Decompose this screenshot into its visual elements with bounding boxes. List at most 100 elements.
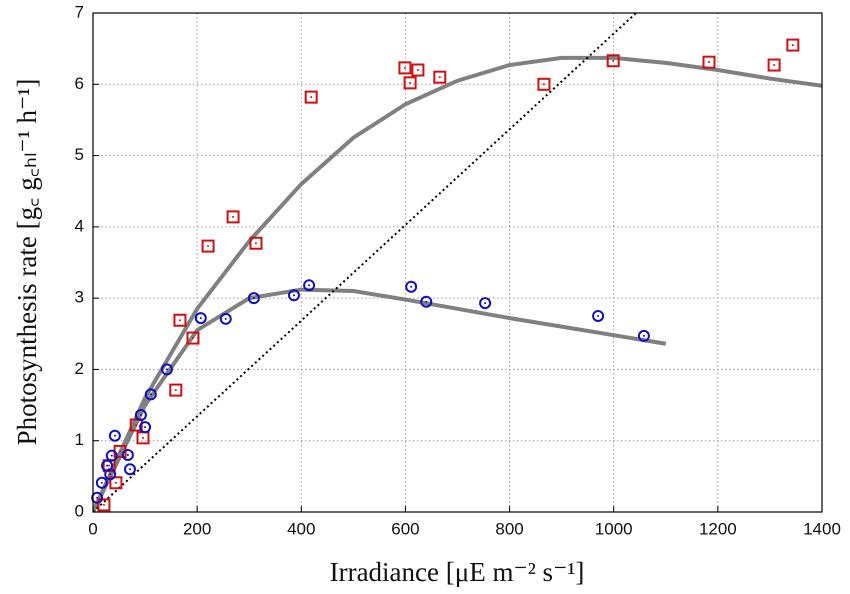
marker-dot bbox=[178, 319, 181, 322]
circle-marker bbox=[287, 289, 300, 302]
circle-marker bbox=[592, 309, 605, 322]
circle-marker bbox=[144, 388, 157, 401]
marker-dot bbox=[207, 245, 210, 248]
square-marker bbox=[702, 55, 716, 69]
y-tick-label: 0 bbox=[75, 501, 84, 520]
circle-marker bbox=[405, 280, 418, 293]
circle-marker bbox=[105, 449, 118, 462]
circle-marker bbox=[134, 409, 147, 422]
y-tick-label: 2 bbox=[75, 359, 84, 378]
marker-dot bbox=[642, 334, 645, 337]
square-marker bbox=[97, 498, 111, 512]
marker-dot bbox=[708, 61, 711, 64]
marker-dot bbox=[108, 464, 111, 467]
marker-dot bbox=[126, 453, 129, 456]
marker-dot bbox=[310, 96, 313, 99]
marker-dot bbox=[597, 314, 600, 317]
circle-marker bbox=[91, 491, 104, 504]
plot-frame bbox=[92, 12, 823, 513]
marker-dot bbox=[149, 393, 152, 396]
marker-dot bbox=[165, 368, 168, 371]
square-marker bbox=[786, 38, 800, 52]
fit-lines bbox=[93, 13, 822, 512]
square-marker bbox=[109, 476, 123, 490]
marker-dot bbox=[139, 414, 142, 417]
circle-marker bbox=[194, 312, 207, 325]
marker-dot bbox=[109, 473, 112, 476]
square-marker bbox=[767, 58, 781, 72]
marker-dot bbox=[96, 496, 99, 499]
fit-curve bbox=[93, 287, 667, 512]
marker-dot bbox=[174, 389, 177, 392]
square-marker bbox=[606, 54, 620, 68]
marker-dot bbox=[224, 317, 227, 320]
marker-dot bbox=[100, 481, 103, 484]
x-tick-label: 0 bbox=[88, 519, 97, 538]
marker-dot bbox=[102, 503, 105, 506]
circle-marker bbox=[95, 476, 108, 489]
x-tick-label: 1400 bbox=[803, 519, 841, 538]
square-marker bbox=[411, 63, 425, 77]
x-tick-label: 400 bbox=[287, 519, 315, 538]
circle-marker bbox=[219, 312, 232, 325]
y-tick-label: 4 bbox=[75, 216, 84, 235]
fit-curve bbox=[93, 55, 822, 512]
square-marker bbox=[129, 418, 143, 432]
x-axis-label: Irradiance [μE m⁻² s⁻¹] bbox=[330, 557, 585, 587]
y-axis-label: Photosynthesis rate [g꜀ g꜀ₕₗ⁻¹ h⁻¹] bbox=[12, 79, 42, 446]
circle-marker bbox=[121, 448, 134, 461]
marker-dot bbox=[114, 481, 117, 484]
marker-dot bbox=[773, 64, 776, 67]
marker-dot bbox=[232, 215, 235, 218]
marker-dot bbox=[416, 69, 419, 72]
markers bbox=[91, 38, 800, 512]
circle-marker bbox=[637, 329, 650, 342]
y-tick-label: 6 bbox=[75, 74, 84, 93]
circle-marker bbox=[247, 292, 260, 305]
grid: 0 200 400 600 800 1000 1200 1400 0 1 2 3 4 5 6 7 bbox=[75, 2, 841, 538]
square-marker bbox=[173, 313, 187, 327]
circle-marker bbox=[303, 279, 316, 292]
marker-dot bbox=[141, 436, 144, 439]
marker-dot bbox=[484, 302, 487, 305]
marker-dot bbox=[612, 59, 615, 62]
marker-dot bbox=[128, 468, 131, 471]
marker-dot bbox=[199, 317, 202, 320]
marker-dot bbox=[403, 66, 406, 69]
marker-dot bbox=[438, 76, 441, 79]
square-marker bbox=[249, 236, 263, 250]
marker-dot bbox=[791, 44, 794, 47]
y-tick-label: 1 bbox=[75, 430, 84, 449]
square-marker bbox=[186, 331, 200, 345]
x-tick-label: 1200 bbox=[699, 519, 737, 538]
marker-dot bbox=[425, 300, 428, 303]
marker-dot bbox=[191, 337, 194, 340]
marker-dot bbox=[254, 242, 257, 245]
marker-dot bbox=[409, 81, 412, 84]
square-marker bbox=[537, 77, 551, 91]
marker-dot bbox=[410, 285, 413, 288]
y-tick-label: 3 bbox=[75, 288, 84, 307]
x-tick-label: 1000 bbox=[595, 519, 633, 538]
square-marker bbox=[398, 61, 412, 75]
x-tick-label: 600 bbox=[391, 519, 419, 538]
square-marker bbox=[201, 239, 215, 253]
circle-marker bbox=[160, 363, 173, 376]
square-marker bbox=[304, 90, 318, 104]
marker-dot bbox=[119, 450, 122, 453]
circle-marker bbox=[104, 468, 117, 481]
square-marker bbox=[403, 76, 417, 90]
marker-dot bbox=[110, 454, 113, 457]
marker-dot bbox=[292, 294, 295, 297]
square-marker bbox=[433, 70, 447, 84]
marker-dot bbox=[135, 424, 138, 427]
circle-marker bbox=[139, 421, 152, 434]
y-tick-label: 7 bbox=[75, 2, 84, 21]
marker-dot bbox=[144, 426, 147, 429]
circle-marker bbox=[420, 295, 433, 308]
circle-marker bbox=[479, 297, 492, 310]
square-marker bbox=[226, 210, 240, 224]
circle-marker bbox=[123, 463, 136, 476]
reference-line bbox=[93, 13, 637, 512]
